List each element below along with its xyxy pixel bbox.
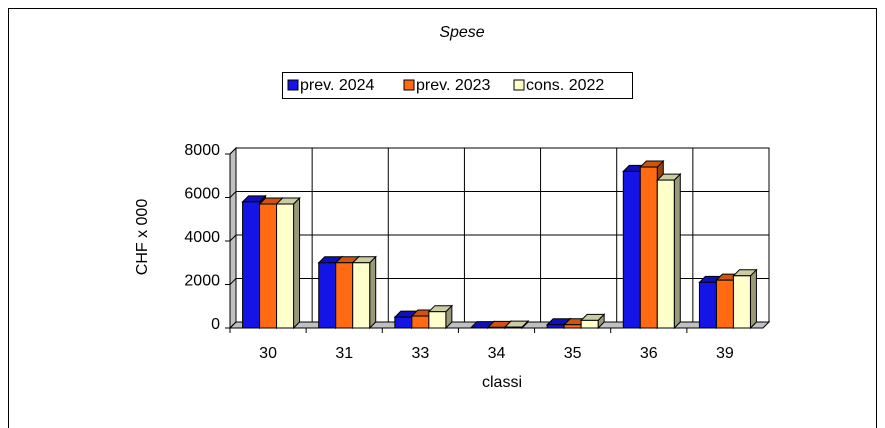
bar-side	[293, 196, 301, 330]
bar-front	[428, 311, 447, 329]
bar-front	[580, 319, 599, 329]
bar	[656, 172, 682, 330]
bar-front	[622, 170, 641, 329]
legend-label: prev. 2024	[300, 77, 375, 94]
bar-side	[749, 268, 757, 330]
bar-front	[504, 326, 523, 329]
bar-front	[259, 203, 278, 329]
bar-side	[369, 255, 377, 330]
bar-front	[639, 166, 658, 329]
x-tick-label: 30	[259, 345, 277, 362]
x-tick-label: 34	[488, 345, 506, 362]
bar-front	[352, 262, 371, 329]
grid-line-side	[229, 278, 237, 285]
legend-swatch	[287, 79, 299, 91]
y-tick-label: 2000	[184, 273, 220, 290]
bar-front	[546, 324, 565, 329]
x-tick-label: 36	[640, 345, 658, 362]
bar-front	[732, 275, 751, 329]
y-axis-title: CHF x 000	[134, 199, 151, 276]
chart-title: Spese	[439, 24, 484, 41]
bar-front	[656, 179, 675, 329]
bar-front	[698, 281, 717, 329]
legend-box	[282, 72, 633, 99]
legend-swatch	[403, 79, 415, 91]
bar	[579, 313, 606, 330]
bar-front	[411, 315, 430, 329]
grid-line-side	[229, 234, 237, 242]
bar	[351, 255, 377, 330]
bar-front	[715, 279, 734, 329]
x-tick-label: 35	[564, 345, 582, 362]
bar-front	[318, 262, 337, 329]
grid-line-side	[229, 321, 237, 329]
bar-front	[563, 324, 582, 329]
y-tick-label: 6000	[184, 186, 220, 203]
legend-label: prev. 2023	[416, 77, 491, 94]
y-tick-label: 4000	[184, 229, 220, 246]
bar-front	[242, 201, 261, 329]
x-axis-title: classi	[482, 374, 522, 391]
grid-line-side	[229, 147, 237, 155]
bar-front	[335, 262, 354, 329]
bar-front	[487, 326, 506, 329]
bar	[427, 304, 454, 330]
x-tick-label: 33	[411, 345, 429, 362]
y-tick-label: 0	[211, 316, 220, 333]
bar-front	[276, 203, 295, 329]
y-tick-label: 8000	[184, 142, 220, 159]
bar	[732, 268, 758, 330]
bar-front	[394, 316, 413, 329]
bar	[275, 196, 301, 330]
bar-side	[673, 172, 681, 330]
x-tick-label: 31	[335, 345, 353, 362]
legend-swatch	[513, 79, 525, 91]
bar	[503, 319, 530, 330]
x-tick-label: 39	[716, 345, 734, 362]
grid-line-side	[229, 191, 237, 198]
legend-label: cons. 2022	[526, 77, 604, 94]
